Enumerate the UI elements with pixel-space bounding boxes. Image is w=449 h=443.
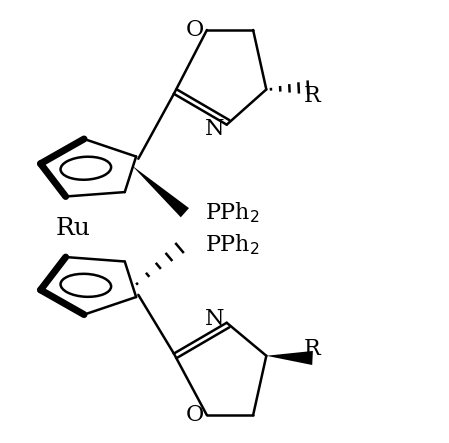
Text: R: R bbox=[304, 338, 321, 360]
Text: N: N bbox=[205, 118, 224, 140]
Text: Ru: Ru bbox=[55, 217, 90, 240]
Polygon shape bbox=[132, 165, 189, 218]
Polygon shape bbox=[266, 351, 313, 365]
Text: O: O bbox=[185, 19, 204, 41]
Text: O: O bbox=[185, 404, 204, 426]
Text: PPh$_2$: PPh$_2$ bbox=[205, 233, 260, 257]
Text: PPh$_2$: PPh$_2$ bbox=[205, 200, 260, 225]
Text: N: N bbox=[205, 308, 224, 330]
Text: R: R bbox=[304, 85, 321, 107]
